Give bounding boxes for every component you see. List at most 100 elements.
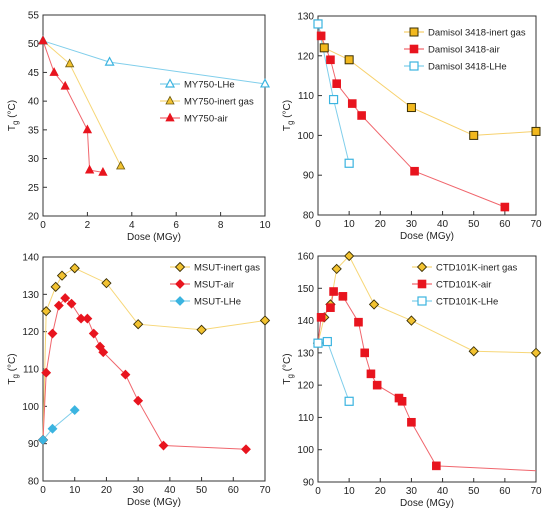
y-tick-label: 35 <box>28 125 40 136</box>
y-tick-label: 110 <box>23 365 39 376</box>
x-tick-label: 50 <box>468 219 480 230</box>
data-point <box>158 440 169 451</box>
series-line <box>42 409 76 441</box>
x-tick-label: 0 <box>315 486 321 497</box>
y-axis-label-sub: g <box>286 121 295 125</box>
x-tick-label: 30 <box>406 219 418 230</box>
legend-label: MY750-LHe <box>184 80 235 91</box>
legend-label: CTD101K-air <box>436 280 491 291</box>
plot-frame <box>317 255 537 483</box>
y-tick-label: 120 <box>297 51 314 62</box>
y-axis-label: Tg (°C) <box>282 100 295 131</box>
x-tick-label: 10 <box>344 219 356 230</box>
data-point <box>88 328 99 339</box>
x-tick-label: 70 <box>530 219 542 230</box>
legend-marker <box>409 44 419 54</box>
data-point <box>326 303 335 312</box>
y-axis-label-main: T <box>282 379 293 385</box>
y-tick-label: 50 <box>28 39 40 50</box>
y-axis-label-sub: g <box>11 121 20 125</box>
x-tick-label: 70 <box>530 486 542 497</box>
data-point <box>38 435 48 445</box>
data-point <box>372 380 382 390</box>
x-axis-label: Dose (MGy) <box>127 232 181 243</box>
x-tick-label: 70 <box>259 485 271 496</box>
data-point <box>316 313 326 322</box>
legend-marker <box>409 27 419 37</box>
x-tick-label: 30 <box>406 486 418 497</box>
legend-marker <box>175 279 185 289</box>
data-point <box>50 281 61 293</box>
series-line <box>42 297 247 450</box>
data-point <box>432 461 441 471</box>
x-tick-label: 2 <box>85 220 91 231</box>
series-line-extension <box>436 465 537 472</box>
x-tick-label: 0 <box>40 220 46 231</box>
data-point <box>319 43 329 53</box>
data-point <box>196 324 207 335</box>
data-point <box>104 56 115 66</box>
data-point <box>406 315 417 326</box>
y-tick-label: 40 <box>28 97 40 108</box>
data-point <box>347 99 357 108</box>
legend-label: CTD101K-inert gas <box>436 263 518 274</box>
y-axis-label: Tg (°C) <box>7 100 20 131</box>
data-point <box>368 299 380 310</box>
data-point <box>468 346 479 357</box>
plot-frame <box>42 14 266 217</box>
x-tick-label: 30 <box>133 485 145 496</box>
x-tick-label: 20 <box>375 219 387 230</box>
data-point <box>357 111 366 120</box>
legend-marker <box>409 61 419 71</box>
data-point <box>69 405 80 415</box>
series-line <box>317 23 537 136</box>
x-tick-label: 10 <box>344 486 356 497</box>
y-axis-label-main: T <box>7 125 18 131</box>
data-point <box>47 328 58 339</box>
chart-panel-msut: 80 90 100 110 120 130 140 0 10 20 30 40 50 60 70 Dose (… <box>7 253 271 509</box>
data-point <box>84 164 95 174</box>
legend-marker <box>417 296 427 306</box>
data-point <box>530 347 542 358</box>
x-tick-label: 0 <box>40 485 46 496</box>
legend-label: MY750-inert gas <box>184 97 254 108</box>
data-point <box>354 317 363 327</box>
x-tick-label: 4 <box>129 220 135 231</box>
y-axis-label-unit: (°C) <box>7 100 18 121</box>
legend-marker <box>174 261 186 273</box>
data-point <box>326 55 335 65</box>
series-line <box>317 290 437 467</box>
legend-label: Damisol 3418-LHe <box>428 62 507 73</box>
legend-marker <box>165 112 175 122</box>
x-tick-label: 40 <box>437 219 449 230</box>
data-point <box>53 300 64 311</box>
data-point <box>328 94 339 105</box>
data-point <box>49 67 59 76</box>
legend-label: MSUT-LHe <box>194 297 241 308</box>
y-tick-label: 150 <box>297 284 314 295</box>
y-tick-label: 120 <box>22 327 39 338</box>
x-tick-label: 50 <box>196 485 208 496</box>
y-tick-label: 90 <box>303 171 315 182</box>
series-line <box>317 341 350 402</box>
y-axis-label-unit: (°C) <box>282 100 293 121</box>
legend-marker <box>416 261 428 273</box>
x-axis-label: Dose (MGy) <box>127 497 181 508</box>
x-tick-label: 10 <box>259 220 271 231</box>
data-point <box>407 417 416 427</box>
data-point <box>41 305 52 317</box>
y-tick-label: 90 <box>28 439 40 450</box>
x-tick-label: 0 <box>315 219 321 230</box>
data-point <box>98 347 109 358</box>
data-point <box>101 277 112 289</box>
data-point <box>322 336 332 347</box>
data-point <box>332 79 341 88</box>
y-tick-label: 110 <box>298 413 314 424</box>
data-point <box>120 369 131 380</box>
y-tick-label: 100 <box>22 402 39 413</box>
y-axis-label-unit: (°C) <box>282 353 293 374</box>
data-point <box>331 263 342 275</box>
y-axis-label-sub: g <box>286 374 295 378</box>
data-point <box>344 55 354 65</box>
series-line <box>42 267 266 440</box>
